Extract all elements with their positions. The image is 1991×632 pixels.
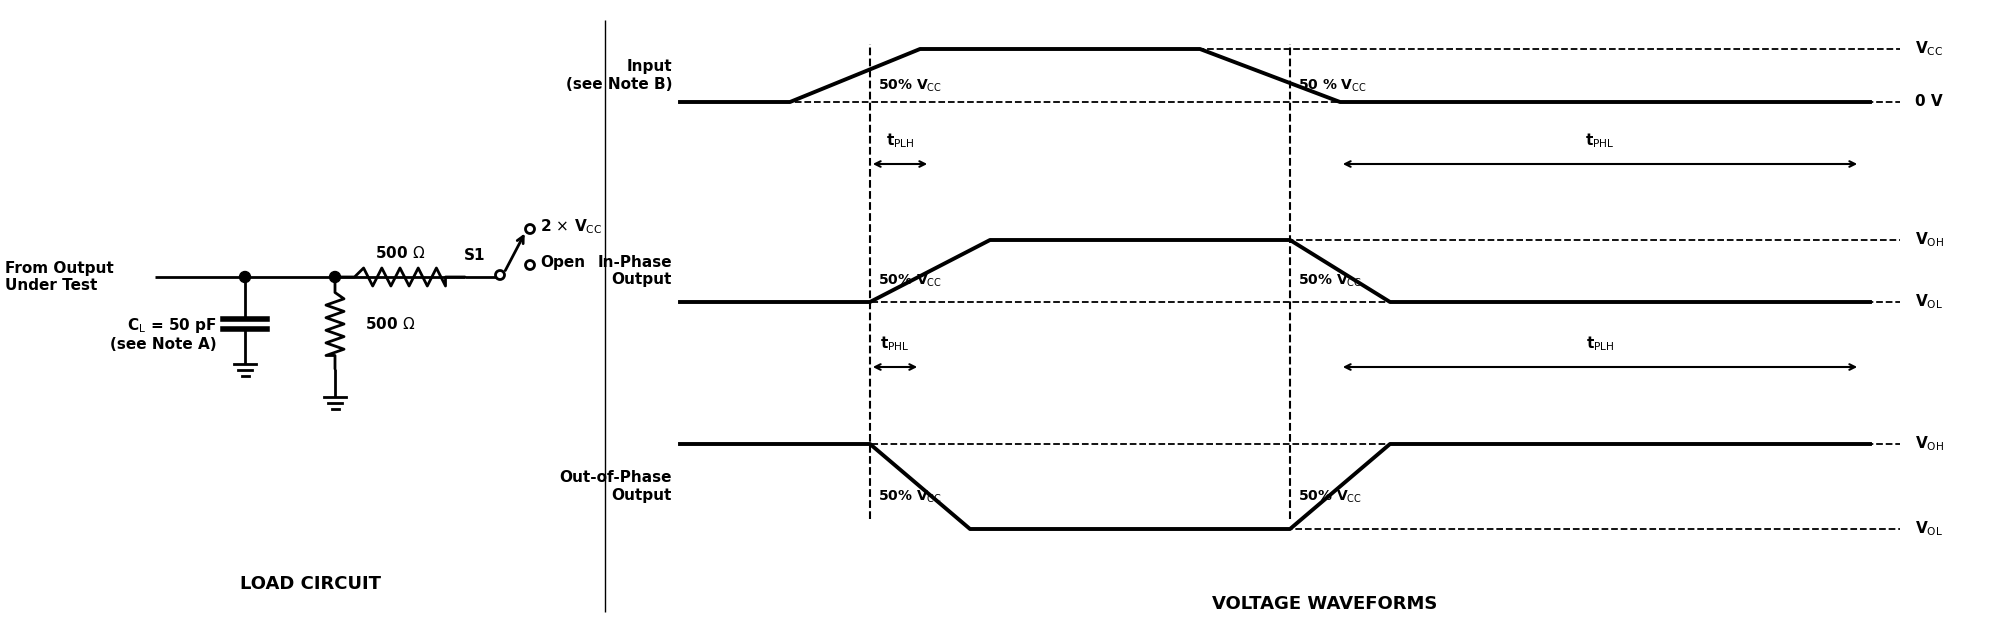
Text: Out-of-Phase
Output: Out-of-Phase Output — [559, 470, 673, 502]
Text: C$_\mathrm{L}$ = 50 pF
(see Note A): C$_\mathrm{L}$ = 50 pF (see Note A) — [110, 316, 217, 352]
Text: 2 $\times$ V$_\mathrm{CC}$: 2 $\times$ V$_\mathrm{CC}$ — [540, 217, 603, 236]
Text: 50% V$_\mathrm{CC}$: 50% V$_\mathrm{CC}$ — [1298, 489, 1362, 505]
Circle shape — [329, 272, 340, 283]
Text: t$_\mathrm{PHL}$: t$_\mathrm{PHL}$ — [880, 334, 910, 353]
Text: 500 $\Omega$: 500 $\Omega$ — [364, 316, 416, 332]
Text: 50% V$_\mathrm{CC}$: 50% V$_\mathrm{CC}$ — [878, 273, 942, 289]
Text: In-Phase
Output: In-Phase Output — [597, 255, 673, 287]
Text: 50% V$_\mathrm{CC}$: 50% V$_\mathrm{CC}$ — [1298, 273, 1362, 289]
Circle shape — [239, 272, 251, 283]
Text: Input
(see Note B): Input (see Note B) — [565, 59, 673, 92]
Circle shape — [526, 260, 534, 269]
Text: 0 V: 0 V — [1915, 95, 1943, 109]
Text: V$_\mathrm{CC}$: V$_\mathrm{CC}$ — [1915, 40, 1943, 58]
Text: 50% V$_\mathrm{CC}$: 50% V$_\mathrm{CC}$ — [878, 78, 942, 94]
Text: S1: S1 — [464, 248, 486, 262]
Text: t$_\mathrm{PLH}$: t$_\mathrm{PLH}$ — [1585, 334, 1615, 353]
Text: V$_\mathrm{OH}$: V$_\mathrm{OH}$ — [1915, 231, 1945, 250]
Text: 50% V$_\mathrm{CC}$: 50% V$_\mathrm{CC}$ — [878, 489, 942, 505]
Circle shape — [526, 224, 534, 233]
Text: 500 $\Omega$: 500 $\Omega$ — [374, 245, 426, 261]
Circle shape — [496, 270, 504, 279]
Text: VOLTAGE WAVEFORMS: VOLTAGE WAVEFORMS — [1213, 595, 1438, 613]
Text: V$_\mathrm{OL}$: V$_\mathrm{OL}$ — [1915, 520, 1943, 538]
Text: Open: Open — [540, 255, 585, 270]
Text: 50 % V$_\mathrm{CC}$: 50 % V$_\mathrm{CC}$ — [1298, 78, 1366, 94]
Text: t$_\mathrm{PLH}$: t$_\mathrm{PLH}$ — [886, 131, 914, 150]
Text: V$_\mathrm{OH}$: V$_\mathrm{OH}$ — [1915, 435, 1945, 453]
Text: LOAD CIRCUIT: LOAD CIRCUIT — [239, 575, 380, 593]
Text: V$_\mathrm{OL}$: V$_\mathrm{OL}$ — [1915, 293, 1943, 312]
Text: From Output
Under Test: From Output Under Test — [6, 261, 113, 293]
Text: t$_\mathrm{PHL}$: t$_\mathrm{PHL}$ — [1585, 131, 1615, 150]
